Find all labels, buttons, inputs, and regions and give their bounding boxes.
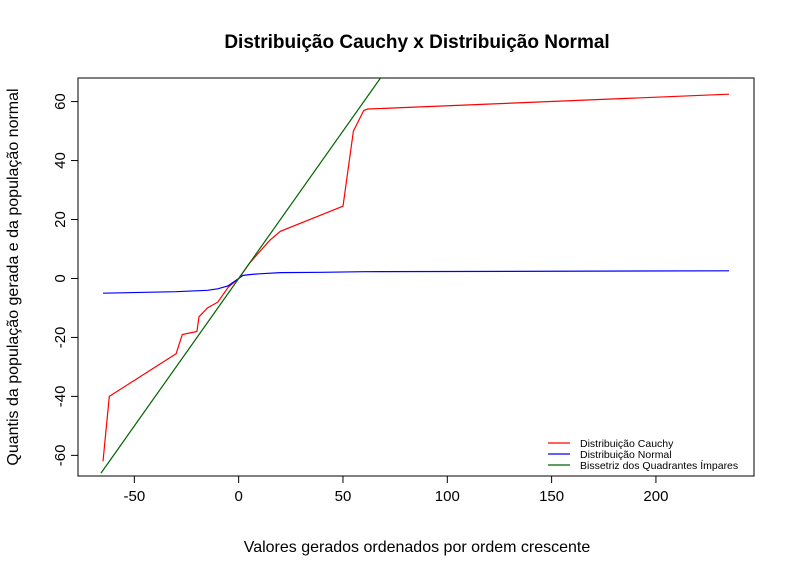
y-axis-label: Quantis da população gerada e da populaç… [5, 88, 22, 465]
y-tick-label: 40 [52, 152, 69, 169]
chart-title: Distribuição Cauchy x Distribuição Norma… [224, 32, 609, 53]
legend-label: Bissetriz dos Quadrantes Ímpares [580, 459, 738, 472]
x-tick-label: 100 [435, 488, 460, 505]
plot-frame [77, 77, 755, 477]
cauchy-series-line [102, 93, 730, 462]
x-axis: -50 0 50 100 150 200 [123, 475, 668, 505]
normal-series-line [102, 270, 730, 294]
x-tick-label: 0 [234, 488, 242, 505]
y-tick-label: 20 [52, 211, 69, 228]
y-axis: -60 -40 -20 0 20 40 60 [52, 93, 78, 466]
x-tick-label: -50 [123, 488, 145, 505]
bisector-series-line [100, 78, 381, 474]
plot-area [100, 78, 730, 474]
y-tick-label: -60 [52, 445, 69, 467]
x-tick-label: 150 [539, 488, 564, 505]
y-tick-label: -40 [52, 386, 69, 408]
legend-label: Distribuição Cauchy [580, 438, 674, 450]
x-tick-label: 50 [335, 488, 352, 505]
legend-label: Distribuição Normal [580, 449, 672, 461]
y-tick-label: 60 [52, 93, 69, 110]
x-axis-label: Valores gerados ordenados por ordem cres… [244, 539, 591, 556]
x-tick-label: 200 [643, 488, 668, 505]
y-tick-label: -20 [52, 327, 69, 349]
y-tick-label: 0 [52, 274, 69, 282]
